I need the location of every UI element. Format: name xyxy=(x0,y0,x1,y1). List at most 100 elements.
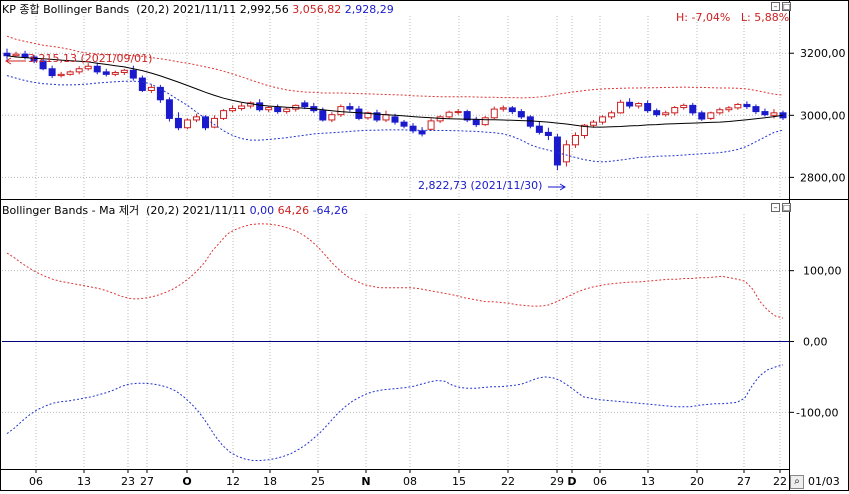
high-annotation-arrowhead xyxy=(5,57,12,65)
candle-body xyxy=(301,102,309,108)
sub-upper-band-line xyxy=(6,223,784,319)
main-maximize-button[interactable]: □ xyxy=(782,2,791,11)
moving-average-line xyxy=(6,55,784,128)
x-tick-label: 27 xyxy=(140,475,154,488)
x-tick-label: 12 xyxy=(226,475,240,488)
candle-body xyxy=(590,121,598,126)
candle-body xyxy=(409,125,417,132)
candle-body xyxy=(517,111,525,118)
candle-body xyxy=(689,104,697,114)
candle-body xyxy=(743,103,751,108)
candle-body xyxy=(698,112,706,120)
candle-body xyxy=(229,107,237,112)
x-tick-label: N xyxy=(361,475,370,488)
candle-body xyxy=(202,116,210,129)
x-tick-label: 20 xyxy=(690,475,704,488)
candle-body xyxy=(535,125,543,133)
sub-title: Bollinger Bands - Ma 제거 xyxy=(2,204,140,217)
candle-body xyxy=(734,103,742,109)
main-y-label: 2800,00 xyxy=(800,171,846,184)
x-tick-label: 23 xyxy=(121,475,135,488)
candle-body xyxy=(761,111,769,116)
sub-header: Bollinger Bands - Ma 제거 (20,2) 2021/11/1… xyxy=(2,202,348,218)
candle-body xyxy=(30,56,38,62)
candle-body xyxy=(553,136,561,166)
main-upper: 3,056,82 xyxy=(292,3,342,16)
main-date: 2021/11/11 xyxy=(172,3,237,16)
candle-body xyxy=(66,71,74,75)
candle-body xyxy=(3,52,11,57)
candle-body xyxy=(102,71,110,75)
x-tick-label: 08 xyxy=(403,475,417,488)
sub-minimize-button[interactable]: – xyxy=(771,203,780,212)
candle-body xyxy=(211,117,219,128)
x-tick-label: D xyxy=(567,475,576,488)
date-corner-label: 01/03 xyxy=(808,475,840,488)
upper-band-line xyxy=(6,35,784,99)
zoom-icon[interactable]: ⌕ xyxy=(790,475,804,489)
sub-maximize-button[interactable]: □ xyxy=(782,203,791,212)
sub-zero: 0,00 xyxy=(249,204,275,217)
candle-body xyxy=(653,110,661,116)
candle-body xyxy=(716,109,724,114)
x-tick-label: 15 xyxy=(452,475,466,488)
candle-body xyxy=(571,134,579,146)
candle-body xyxy=(319,110,327,121)
candle-body xyxy=(427,120,435,130)
candle-body xyxy=(147,86,155,91)
candle-body xyxy=(445,111,453,118)
candle-body xyxy=(544,131,552,136)
low-annotation-arrowhead xyxy=(559,183,566,191)
sub-lower-band-line xyxy=(6,364,784,461)
x-tick-label: 18 xyxy=(263,475,277,488)
candle-body xyxy=(346,106,354,110)
main-minimize-button[interactable]: – xyxy=(771,2,780,11)
candle-body xyxy=(499,107,507,110)
candle-body xyxy=(608,112,616,118)
candle-body xyxy=(174,117,182,129)
x-tick-label: 25 xyxy=(311,475,325,488)
x-tick-label: 27 xyxy=(737,475,751,488)
sub-lower: -64,26 xyxy=(312,204,349,217)
candle-body xyxy=(120,69,128,73)
low-annotation: 2,822,73 (2021/11/30) xyxy=(418,179,543,192)
main-lower: 2,928,29 xyxy=(344,3,394,16)
candle-body xyxy=(265,107,273,111)
sub-date: 2021/11/11 xyxy=(182,204,247,217)
range-high: H: -7,04% xyxy=(676,11,731,24)
candle-body xyxy=(418,130,426,135)
x-tick-label: 13 xyxy=(641,475,655,488)
candle-body xyxy=(183,119,191,129)
candle-body xyxy=(770,112,778,116)
main-y-label: 3200,00 xyxy=(800,47,846,60)
x-tick-label: 13 xyxy=(77,475,91,488)
candle-body xyxy=(725,107,733,111)
x-tick-label: 22 xyxy=(501,475,515,488)
high-annotation: 3,215,13 (2021/09/01) xyxy=(28,52,153,65)
candle-body xyxy=(463,111,471,121)
candle-body xyxy=(48,68,56,77)
candle-body xyxy=(707,112,715,119)
candle-body xyxy=(12,53,20,57)
candle-body xyxy=(626,101,634,107)
candle-body xyxy=(256,102,264,111)
candle-body xyxy=(156,86,164,101)
candle-body xyxy=(238,105,246,109)
x-tick-label: 06 xyxy=(593,475,607,488)
candle-body xyxy=(84,65,92,70)
x-tick-label: 06 xyxy=(29,475,43,488)
x-tick-label: 22 xyxy=(773,475,787,488)
candle-body xyxy=(364,112,372,119)
sub-y-label: -100,00 xyxy=(796,406,838,419)
candle-body xyxy=(382,114,390,121)
main-indicator: Bollinger Bands xyxy=(43,3,130,16)
candle-body xyxy=(481,117,489,126)
candle-body xyxy=(220,110,228,119)
sub-y-label: 0,00 xyxy=(803,336,828,349)
x-tick-label: O xyxy=(182,475,191,488)
candle-body xyxy=(391,116,399,123)
candle-body xyxy=(355,108,363,119)
sub-upper: 64,26 xyxy=(277,204,310,217)
main-header: KP 종합 Bollinger Bands (20,2) 2021/11/11 … xyxy=(2,1,394,17)
